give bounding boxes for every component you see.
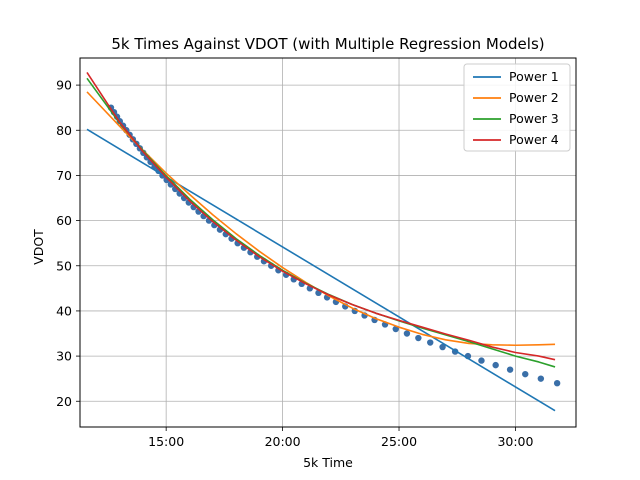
x-tick-label: 15:00	[148, 434, 184, 449]
legend: Power 1 Power 2 Power 3 Power 4	[463, 63, 571, 152]
x-tick-label: 20:00	[265, 434, 301, 449]
y-axis-title: VDOT	[31, 229, 46, 265]
data-point	[439, 343, 446, 351]
legend-label-power-3: Power 3	[509, 111, 559, 126]
data-point	[492, 361, 499, 369]
x-tick-label: 30:00	[497, 434, 533, 449]
x-axis-title: 5k Time	[303, 455, 353, 470]
y-tick-label: 80	[56, 123, 72, 138]
y-tick-label: 70	[56, 168, 72, 183]
axis-ticks: 15:00 20:00 25:00 30:00 20 30 40 50 60 70 80 90	[56, 78, 533, 449]
y-tick-label: 90	[56, 78, 72, 93]
legend-box	[463, 63, 571, 152]
plot-area	[86, 72, 561, 412]
legend-label-power-1: Power 1	[509, 69, 559, 84]
y-tick-label: 20	[56, 394, 72, 409]
y-tick-label: 50	[56, 258, 72, 273]
data-point	[427, 339, 434, 346]
data-point	[403, 330, 411, 337]
data-point	[478, 357, 485, 364]
chart-title: 5k Times Against VDOT (with Multiple Reg…	[111, 35, 544, 53]
legend-label-power-4: Power 4	[509, 132, 559, 147]
x-tick-label: 25:00	[381, 434, 417, 449]
plot-frame	[79, 57, 577, 428]
data-point	[553, 379, 561, 387]
y-tick-label: 30	[56, 349, 72, 364]
y-tick-label: 60	[56, 213, 72, 228]
y-tick-label: 40	[56, 303, 72, 318]
legend-label-power-2: Power 2	[509, 90, 559, 105]
data-point	[415, 334, 422, 342]
data-point	[537, 375, 545, 382]
data-point	[522, 370, 529, 378]
series-line-power-4	[86, 72, 556, 361]
data-point	[506, 366, 514, 373]
